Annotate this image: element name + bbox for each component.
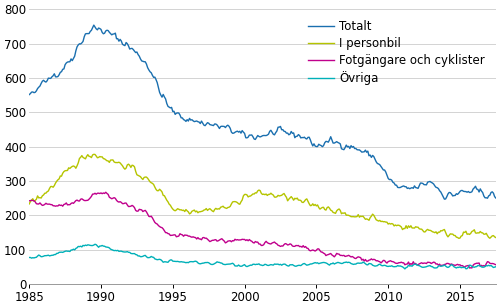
I personbil <box>493 236 499 239</box>
Totalt <box>416 184 422 188</box>
I personbil <box>466 233 472 236</box>
Line: I personbil: I personbil <box>29 154 496 238</box>
Övriga <box>493 265 499 269</box>
Line: Totalt: Totalt <box>29 25 496 199</box>
Totalt <box>132 49 138 53</box>
I personbil <box>176 207 182 211</box>
I personbil <box>416 227 422 231</box>
Övriga <box>330 261 336 265</box>
Fotgängare och cyklister <box>103 190 109 194</box>
Övriga <box>466 263 472 267</box>
I personbil <box>26 202 32 206</box>
I personbil <box>91 152 97 156</box>
Fotgängare och cyklister <box>330 254 336 257</box>
Fotgängare och cyklister <box>436 262 442 266</box>
Totalt <box>442 197 448 201</box>
Fotgängare och cyklister <box>493 263 499 267</box>
Line: Fotgängare och cyklister: Fotgängare och cyklister <box>29 192 496 268</box>
Line: Övriga: Övriga <box>29 244 496 269</box>
Övriga <box>402 267 408 271</box>
Fotgängare och cyklister <box>132 206 138 209</box>
Fotgängare och cyklister <box>26 199 32 203</box>
Totalt <box>176 111 182 115</box>
Övriga <box>176 260 182 264</box>
Övriga <box>418 265 424 268</box>
Totalt <box>330 141 336 145</box>
Övriga <box>132 252 138 255</box>
I personbil <box>456 237 462 240</box>
Fotgängare och cyklister <box>466 266 472 270</box>
Totalt <box>493 196 499 200</box>
I personbil <box>330 211 336 214</box>
Fotgängare och cyklister <box>466 264 471 267</box>
Totalt <box>91 23 97 27</box>
Fotgängare och cyklister <box>176 234 182 238</box>
Övriga <box>438 264 444 268</box>
Övriga <box>26 256 32 259</box>
I personbil <box>132 165 138 169</box>
Fotgängare och cyklister <box>416 262 422 266</box>
Totalt <box>466 191 472 194</box>
I personbil <box>436 230 442 234</box>
Totalt <box>26 93 32 96</box>
Övriga <box>92 242 98 246</box>
Totalt <box>436 189 442 192</box>
Legend: Totalt, I personbil, Fotgängare och cyklister, Övriga: Totalt, I personbil, Fotgängare och cykl… <box>303 15 490 90</box>
